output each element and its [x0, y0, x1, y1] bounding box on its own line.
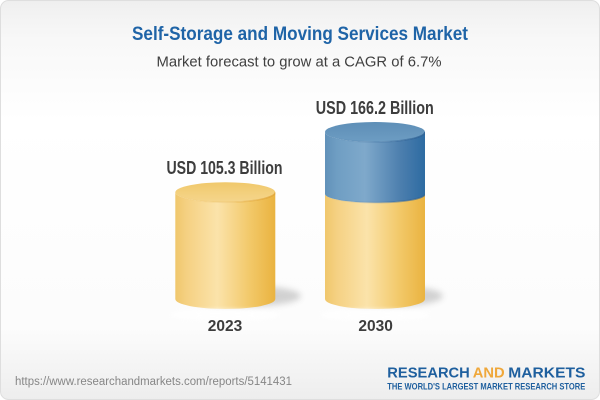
svg-text:Market forecast to grow at a C: Market forecast to grow at a CAGR of 6.7… — [157, 54, 442, 71]
svg-text:THE WORLD'S LARGEST MARKET RES: THE WORLD'S LARGEST MARKET RESEARCH STOR… — [387, 382, 585, 392]
svg-text:AND: AND — [473, 364, 505, 381]
svg-text:USD 105.3 Billion: USD 105.3 Billion — [167, 157, 283, 178]
svg-text:Self-Storage and Moving Servic: Self-Storage and Moving Services Market — [132, 24, 469, 45]
svg-text:2030: 2030 — [358, 318, 392, 335]
svg-text:https://www.researchandmarkets: https://www.researchandmarkets.com/repor… — [15, 376, 292, 388]
svg-text:RESEARCH: RESEARCH — [387, 364, 470, 381]
svg-text:2023: 2023 — [208, 318, 243, 335]
svg-text:USD 166.2 Billion: USD 166.2 Billion — [316, 97, 434, 118]
svg-text:MARKETS: MARKETS — [508, 364, 585, 381]
